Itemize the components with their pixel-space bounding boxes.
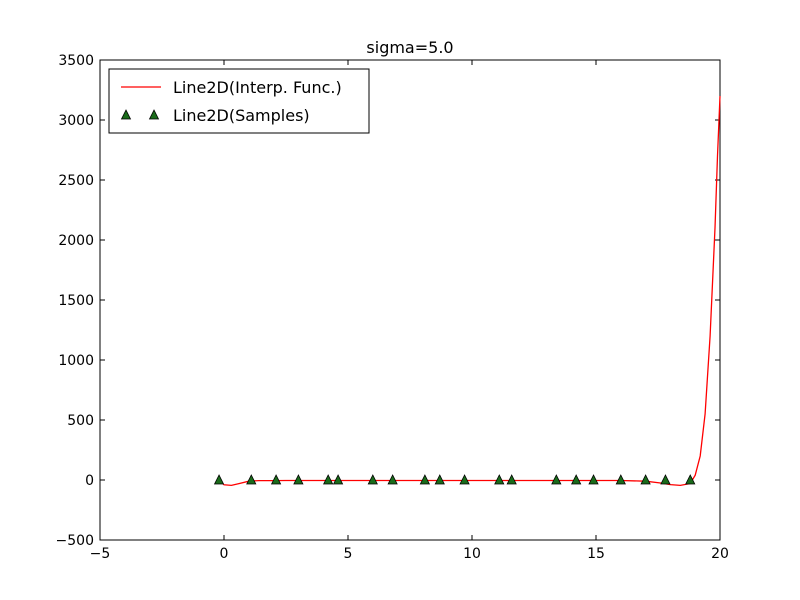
sample-point — [571, 474, 582, 485]
y-tick-label: 0 — [85, 473, 94, 489]
y-tick-label: 3500 — [58, 53, 94, 69]
y-tick-label: 500 — [67, 413, 94, 429]
sample-point — [293, 474, 304, 485]
sample-point — [323, 474, 334, 485]
sample-point — [419, 474, 431, 485]
sample-point — [506, 474, 517, 485]
legend-label-samples: Line2D(Samples) — [173, 106, 310, 125]
plot-frame — [99, 59, 721, 541]
sample-point — [270, 474, 282, 485]
sample-point — [640, 474, 651, 485]
legend-box — [108, 68, 370, 134]
y-tick-label: 1000 — [58, 353, 94, 369]
sample-point — [551, 474, 562, 485]
y-tick-label: −500 — [56, 533, 94, 549]
sample-point — [685, 474, 696, 485]
sample-point — [246, 474, 257, 485]
legend-marker-swatch — [120, 109, 132, 120]
sample-point — [494, 474, 505, 485]
legend-marker-swatch — [148, 109, 160, 120]
x-tick-label: −5 — [90, 546, 111, 562]
y-tick-label: 2000 — [58, 233, 94, 249]
plot-area — [99, 59, 721, 541]
legend-label-interp-func: Line2D(Interp. Func.) — [173, 78, 342, 97]
sample-point — [213, 474, 225, 485]
y-axis: −500 0 500 1000 1500 2000 2500 3000 3500 — [56, 53, 720, 549]
sample-point — [588, 474, 599, 485]
legend: Line2D(Interp. Func.) Line2D(Samples) — [108, 68, 370, 134]
sample-point — [332, 474, 344, 485]
x-tick-label: 20 — [711, 546, 729, 562]
x-tick-label: 10 — [463, 546, 481, 562]
x-tick-label: 5 — [344, 546, 353, 562]
y-tick-label: 3000 — [58, 113, 94, 129]
y-tick-label: 2500 — [58, 173, 94, 189]
series-layer — [213, 95, 721, 487]
sample-point — [459, 474, 470, 485]
sample-point — [387, 474, 398, 485]
sample-point — [660, 474, 671, 485]
x-tick-label: 15 — [587, 546, 605, 562]
sample-point — [434, 474, 445, 485]
sample-point — [367, 474, 378, 485]
x-axis: −5 0 5 10 15 20 — [90, 60, 729, 562]
x-tick-label: 0 — [220, 546, 229, 562]
sample-point — [615, 474, 626, 485]
chart-title: sigma=5.0 — [366, 38, 453, 57]
y-tick-label: 1500 — [58, 293, 94, 309]
